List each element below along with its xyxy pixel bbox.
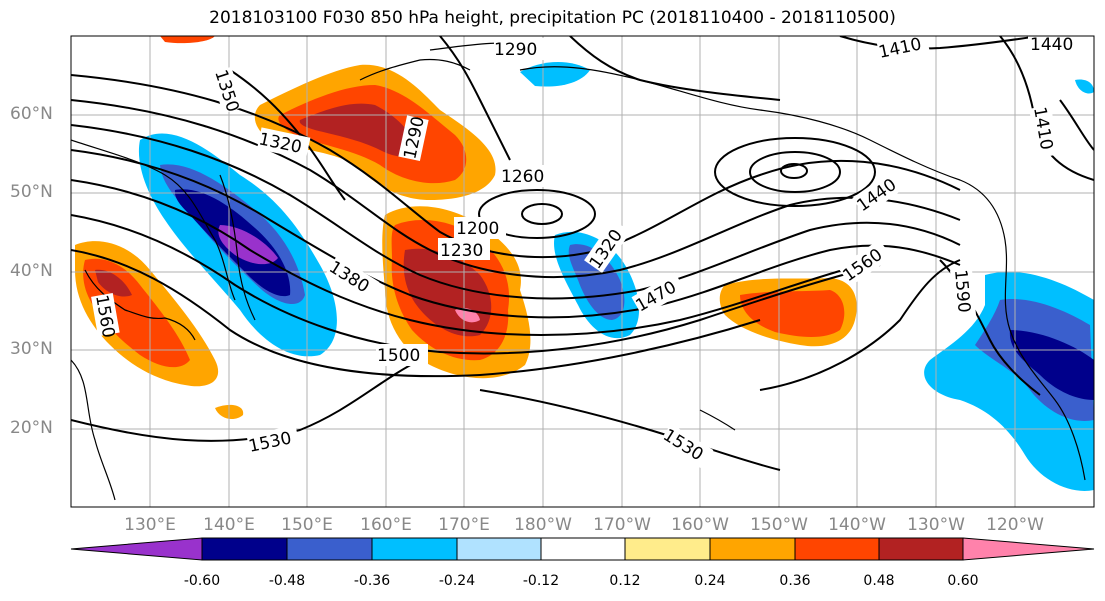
- contour-label: 1200: [456, 219, 499, 239]
- colorbar-swatch: [624, 537, 711, 561]
- colorbar-swatch: [201, 537, 288, 561]
- lon-label: 150°E: [281, 515, 333, 535]
- lat-label: 40°N: [10, 261, 53, 281]
- map-plot-area: 1290 1350 1320 1290 1260 1200 1230 1380 …: [71, 35, 1094, 507]
- colorbar-swatch: [794, 537, 880, 561]
- colorbar-swatch: [456, 537, 542, 561]
- lon-label: 170°W: [593, 515, 651, 535]
- colorbar-extend-low: [70, 537, 203, 561]
- colorbar-extend-high: [962, 537, 1095, 561]
- colorbar-swatch: [286, 537, 373, 561]
- lon-label: 160°E: [360, 515, 412, 535]
- contour-label: 1500: [377, 346, 420, 366]
- contour-label-group: 1290 1350 1320 1290 1260 1200 1230 1380 …: [91, 35, 1080, 469]
- colorbar-tick-label: -0.36: [353, 573, 391, 589]
- map-title: 2018103100 F030 850 hPa height, precipit…: [209, 8, 896, 28]
- colorbar-tick-label: -0.24: [438, 573, 476, 589]
- lat-label: 20°N: [10, 418, 53, 438]
- lon-label: 140°E: [203, 515, 255, 535]
- contour-label: 1440: [1030, 35, 1073, 55]
- contour-label: 1590: [950, 269, 974, 314]
- contour-label: 1260: [501, 167, 544, 187]
- colorbar-tick-label: -0.12: [522, 573, 560, 589]
- lat-label: 30°N: [10, 339, 53, 359]
- colorbar-swatch: [878, 537, 964, 561]
- colorbar-tick-label: -0.60: [183, 573, 221, 589]
- lon-label: 130°W: [907, 515, 965, 535]
- precip-shading-positive: [75, 36, 857, 420]
- contour-label: 1290: [494, 40, 537, 60]
- colorbar-tick-label: 0.48: [863, 573, 895, 589]
- map-frame: [70, 35, 1095, 508]
- lon-label: 170°E: [438, 515, 490, 535]
- lon-label: 130°E: [124, 515, 176, 535]
- lon-label: 150°W: [750, 515, 808, 535]
- colorbar-swatch: [709, 537, 796, 561]
- graticule: [71, 36, 1094, 507]
- colorbar: [70, 537, 1095, 561]
- colorbar-swatch: [540, 537, 626, 561]
- colorbar-tick-label: 0.12: [609, 573, 641, 589]
- lat-label: 60°N: [10, 104, 53, 124]
- lon-label: 140°W: [828, 515, 886, 535]
- colorbar-tick-label: 0.60: [947, 573, 979, 589]
- colorbar-tick-label: 0.24: [694, 573, 726, 589]
- colorbar-tick-label: 0.36: [779, 573, 811, 589]
- precip-shading-negative: [138, 61, 1094, 491]
- lon-label: 120°W: [986, 515, 1044, 535]
- colorbar-swatch: [371, 537, 458, 561]
- lon-label: 180°W: [514, 515, 572, 535]
- lat-label: 50°N: [10, 182, 53, 202]
- contour-label: 1230: [440, 241, 483, 261]
- lon-label: 160°W: [671, 515, 729, 535]
- colorbar-tick-label: -0.48: [268, 573, 306, 589]
